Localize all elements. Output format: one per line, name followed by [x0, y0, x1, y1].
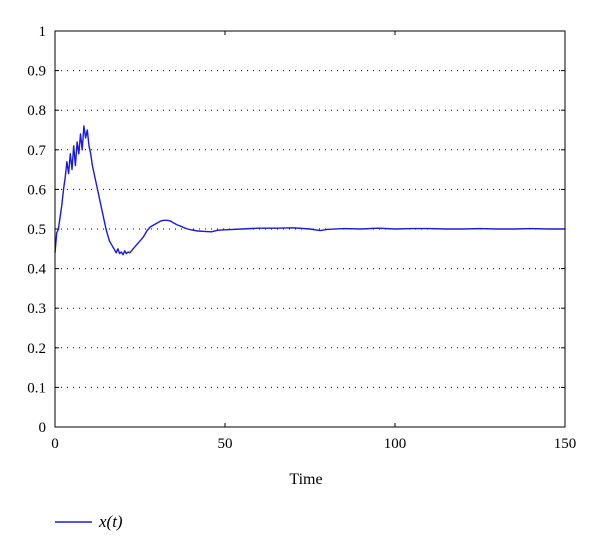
y-tick-label: 0	[39, 420, 47, 436]
x-axis-label: Time	[289, 471, 322, 488]
legend: x(t)	[55, 512, 123, 531]
x-tick-label: 50	[218, 436, 233, 452]
y-tick-label: 0.7	[27, 143, 46, 159]
y-tick-label: 0.2	[27, 341, 46, 357]
y-tick-label: 0.5	[27, 222, 46, 238]
y-tick-label: 1	[39, 24, 47, 40]
x-tick-label: 150	[554, 436, 577, 452]
y-tick-label: 0.3	[27, 301, 46, 317]
x-tick-label: 0	[51, 436, 59, 452]
y-tick-label: 0.1	[27, 380, 46, 396]
y-tick-label: 0.8	[27, 103, 46, 119]
grid-lines	[55, 70, 565, 388]
series-layer	[54, 125, 565, 256]
x-axis-ticks: 0 50 100 150	[51, 31, 576, 452]
y-tick-label: 0.4	[27, 262, 46, 278]
y-tick-label: 0.9	[27, 64, 46, 80]
y-tick-label: 0.6	[27, 182, 46, 198]
legend-label: x(t)	[98, 512, 123, 531]
y-axis-ticks: 0 0.1 0.2 0.3 0.4 0.5 0.6 0.7 0.8 0.9 1	[27, 24, 565, 436]
series-line-0	[54, 125, 565, 256]
x-tick-label: 100	[384, 436, 407, 452]
plot-frame	[54, 30, 566, 428]
